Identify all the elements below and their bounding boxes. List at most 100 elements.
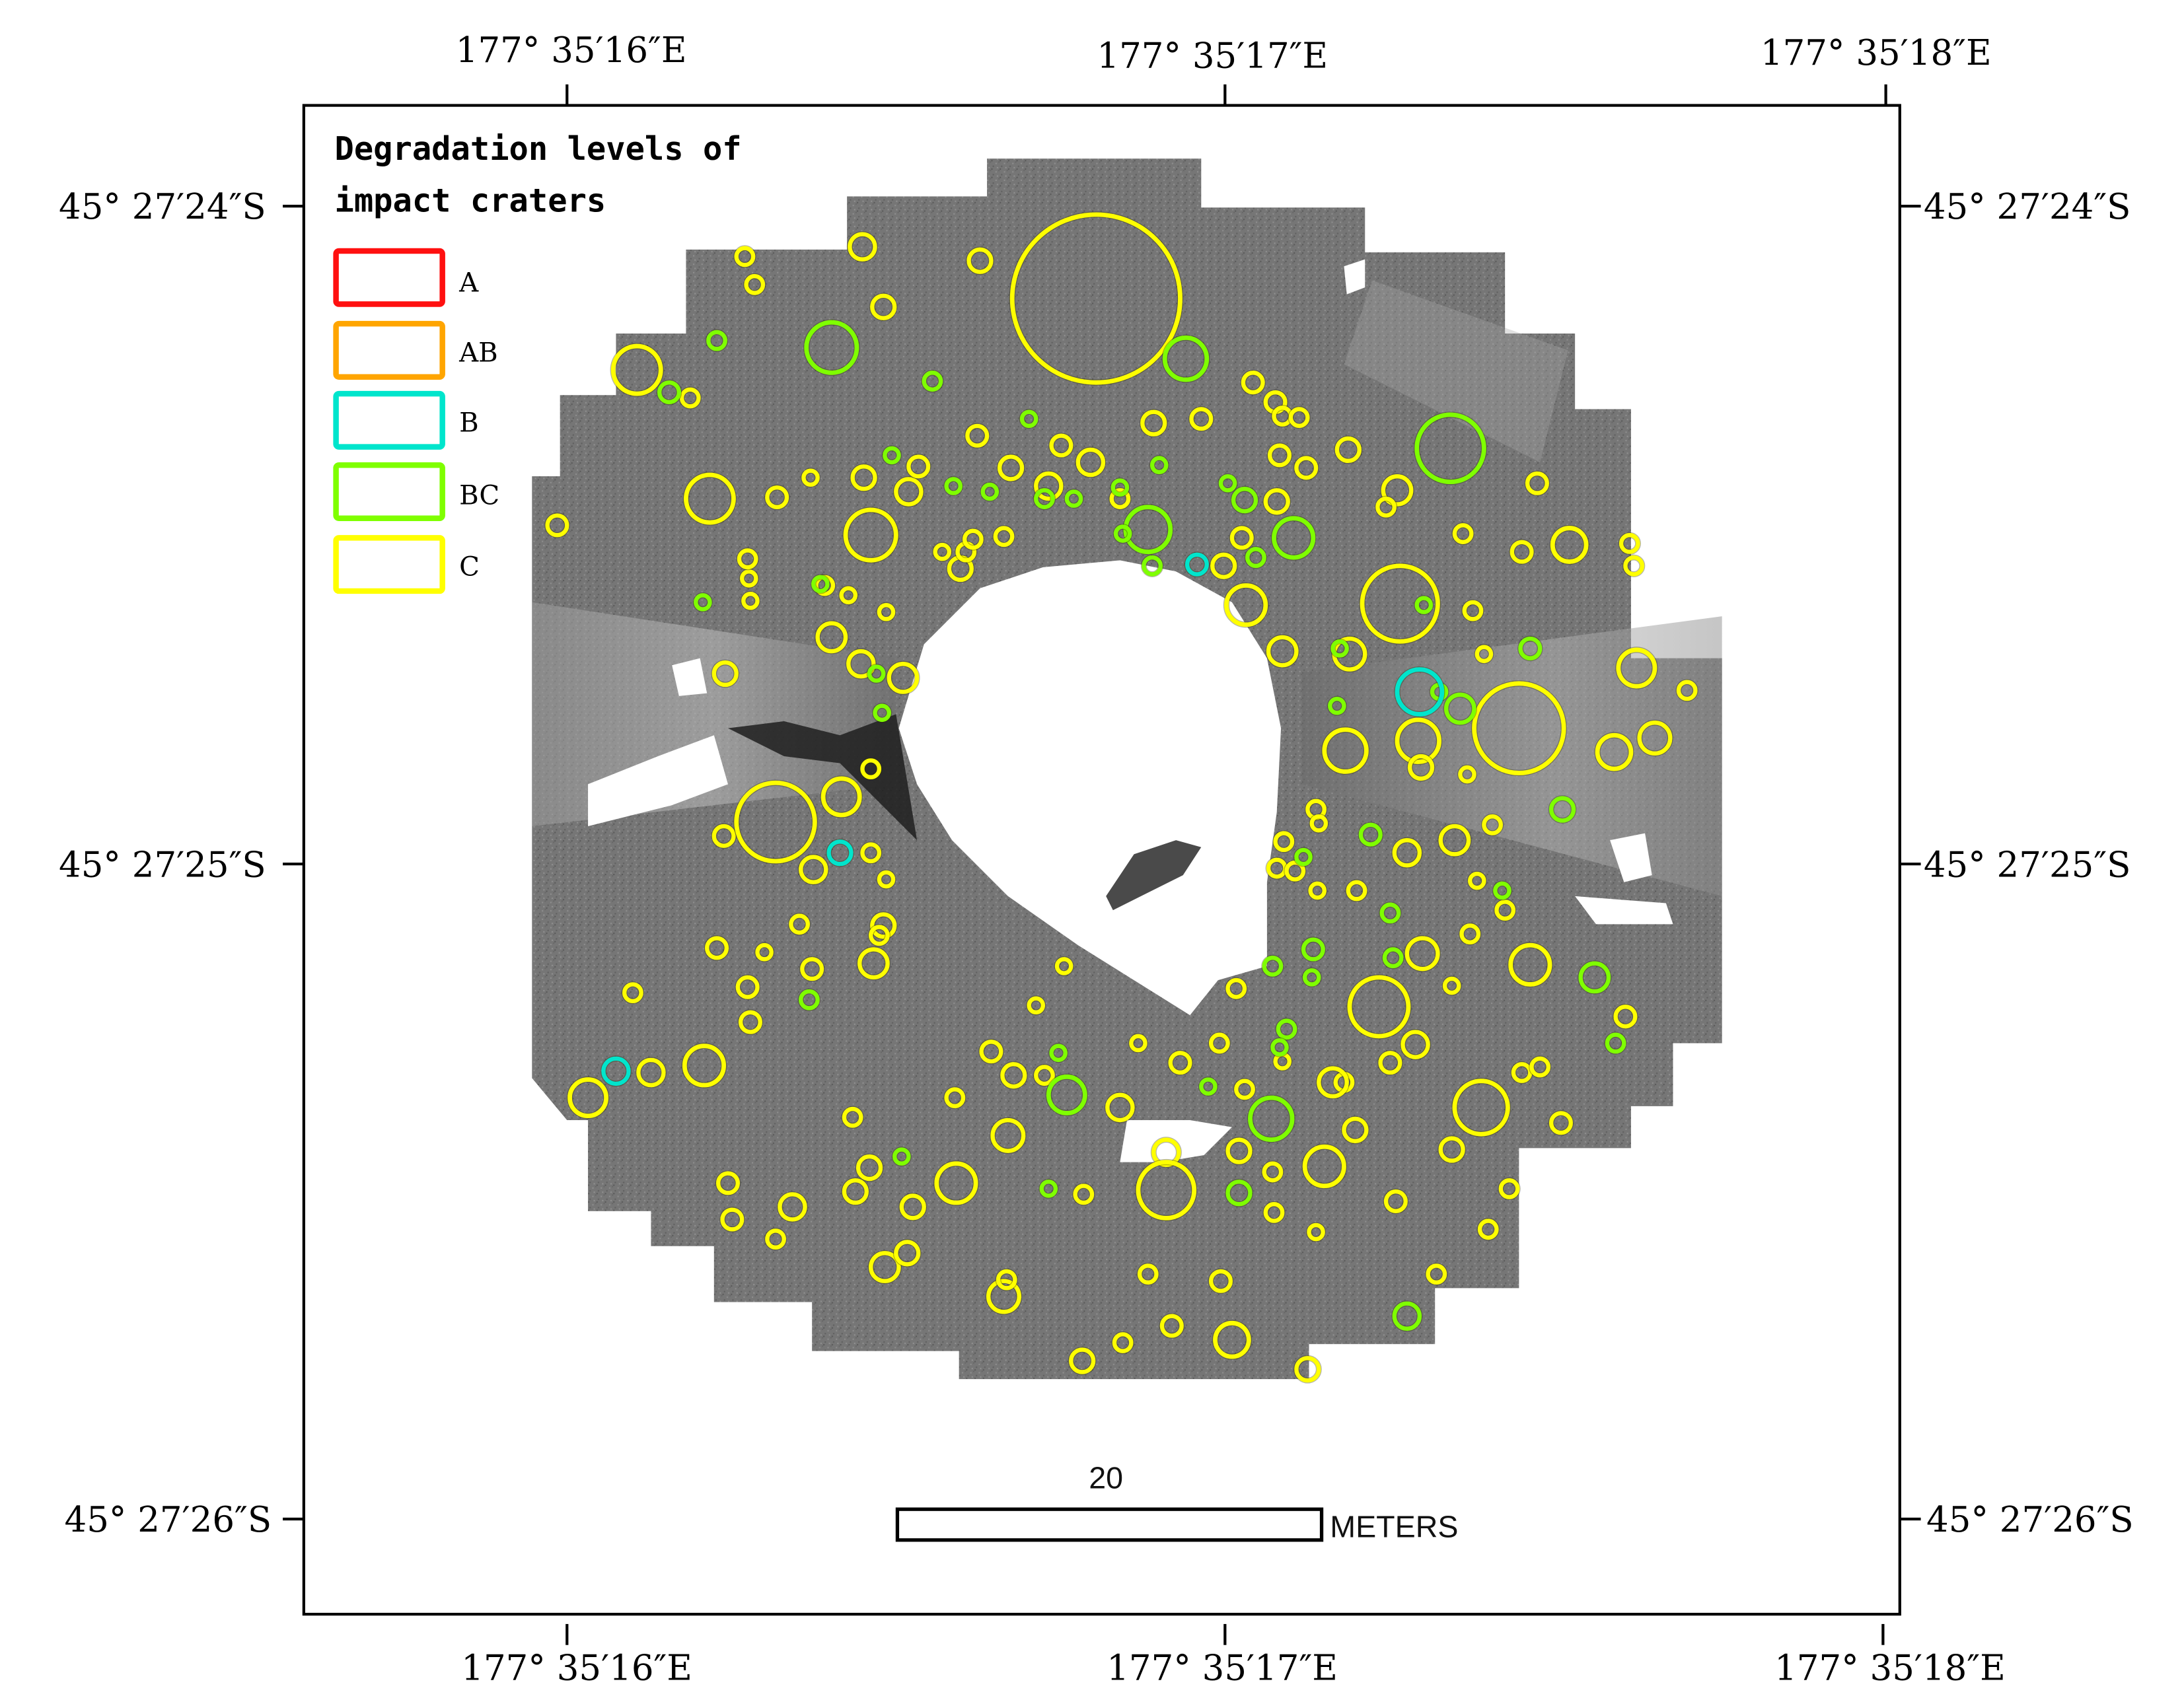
- legend-swatch-b: [333, 390, 445, 450]
- left-latitude-label-3: 45° 27′26″S: [65, 1500, 272, 1540]
- crater-c: [765, 485, 789, 509]
- crater-c: [1263, 1201, 1285, 1223]
- crater-c: [850, 464, 877, 491]
- crater-c: [1529, 1056, 1551, 1078]
- crater-c: [990, 1117, 1026, 1153]
- crater-c: [868, 1251, 901, 1283]
- crater-c: [1378, 1051, 1402, 1075]
- crater-bc: [1039, 1180, 1058, 1198]
- crater-c: [860, 758, 882, 779]
- crater-c: [894, 1240, 921, 1267]
- crater-c: [933, 542, 952, 561]
- crater-bc: [1392, 1301, 1422, 1331]
- right-latitude-label-3: 45° 27′26″S: [1926, 1500, 2134, 1540]
- crater-c: [1266, 635, 1299, 668]
- crater-c: [1347, 975, 1411, 1039]
- crater-c: [1392, 837, 1422, 868]
- crater-bc: [1605, 1032, 1626, 1054]
- crater-c: [934, 1161, 978, 1205]
- legend-label-a: A: [458, 267, 479, 298]
- crater-bc: [1358, 822, 1383, 847]
- crater-c: [679, 387, 701, 409]
- crater-c: [843, 507, 898, 563]
- legend: Degradation levels of impact craters A A…: [333, 131, 742, 594]
- crater-c: [887, 661, 920, 694]
- crater-c: [682, 1044, 727, 1088]
- crater-layer: [544, 211, 1698, 1384]
- crater-c: [1511, 1062, 1533, 1083]
- left-latitude-label-1: 45° 27′24″S: [59, 187, 266, 227]
- crater-c: [711, 824, 736, 848]
- terrain-mosaic: [532, 159, 1722, 1380]
- crater-c: [737, 548, 758, 570]
- crater-bc: [922, 371, 943, 392]
- crater-c: [738, 1010, 762, 1034]
- crater-bc: [694, 593, 712, 612]
- crater-c: [1262, 1161, 1284, 1183]
- crater-c: [1452, 1079, 1510, 1137]
- crater-c: [1049, 433, 1074, 458]
- crater-c: [1073, 1184, 1095, 1205]
- crater-bc: [892, 1147, 911, 1166]
- crater-bc: [1270, 1038, 1289, 1057]
- crater-c: [1474, 645, 1494, 664]
- crater-bc: [1113, 524, 1132, 543]
- crater-bc: [1379, 902, 1401, 924]
- legend-swatch-a: [333, 248, 445, 307]
- central-no-data-hole: [898, 560, 1282, 1016]
- legend-label-c: C: [459, 552, 480, 583]
- crater-c: [741, 592, 760, 610]
- crater-c: [1267, 443, 1292, 468]
- crater-bc: [1149, 456, 1169, 474]
- crater-c: [979, 1040, 1003, 1064]
- legend-label-bc: BC: [459, 481, 499, 511]
- crater-c: [1241, 371, 1265, 395]
- crater-c: [966, 247, 994, 274]
- top-longitude-label-3: 177° 35′18″E: [1761, 33, 1992, 73]
- crater-c: [842, 1178, 869, 1205]
- crater-c: [1140, 409, 1167, 437]
- crater-c: [1112, 1332, 1134, 1353]
- crater-c: [1623, 555, 1645, 577]
- crater-c: [1525, 471, 1549, 495]
- crater-c: [1210, 552, 1237, 579]
- crater-c: [799, 855, 828, 884]
- crater-c: [962, 528, 984, 550]
- crater-c: [1360, 563, 1440, 644]
- crater-c: [1438, 1136, 1465, 1163]
- left-latitude-label-2: 45° 27′25″S: [59, 845, 266, 885]
- crater-c: [820, 776, 862, 818]
- right-latitude-label-2: 45° 27′25″S: [1924, 845, 2131, 885]
- crater-c: [1302, 1144, 1346, 1189]
- crater-c: [1208, 1269, 1233, 1293]
- crater-bc: [980, 482, 1000, 501]
- top-longitude-label-2: 177° 35′17″E: [1097, 36, 1328, 76]
- crater-bc: [1064, 489, 1083, 508]
- crater-c: [1595, 732, 1634, 771]
- crater-bc: [1414, 596, 1434, 614]
- crater-bc: [867, 664, 886, 683]
- crater-c: [778, 1192, 807, 1222]
- top-longitude-label-1: 177° 35′16″E: [456, 30, 687, 71]
- crater-c: [1213, 1320, 1251, 1359]
- crater-c: [1225, 1137, 1253, 1164]
- crater-c: [1462, 600, 1484, 621]
- crater-c: [997, 454, 1025, 481]
- crater-c: [711, 660, 739, 688]
- crater-bc: [1231, 487, 1258, 514]
- crater-c: [1676, 680, 1698, 701]
- crater-bc: [1199, 1077, 1218, 1096]
- crater-c: [1438, 824, 1471, 857]
- crater-bc: [1548, 796, 1576, 823]
- crater-c: [735, 975, 760, 999]
- crater-bc: [811, 575, 830, 594]
- crater-bc: [944, 477, 963, 495]
- crater-c: [1000, 1062, 1027, 1089]
- legend-title-line-2: impact craters: [334, 183, 606, 220]
- crater-c: [996, 1269, 1017, 1291]
- crater-c: [740, 569, 758, 588]
- crater-c: [1346, 880, 1367, 902]
- crater-c: [1401, 1030, 1430, 1059]
- crater-c: [1334, 436, 1362, 464]
- crater-c: [1308, 881, 1327, 900]
